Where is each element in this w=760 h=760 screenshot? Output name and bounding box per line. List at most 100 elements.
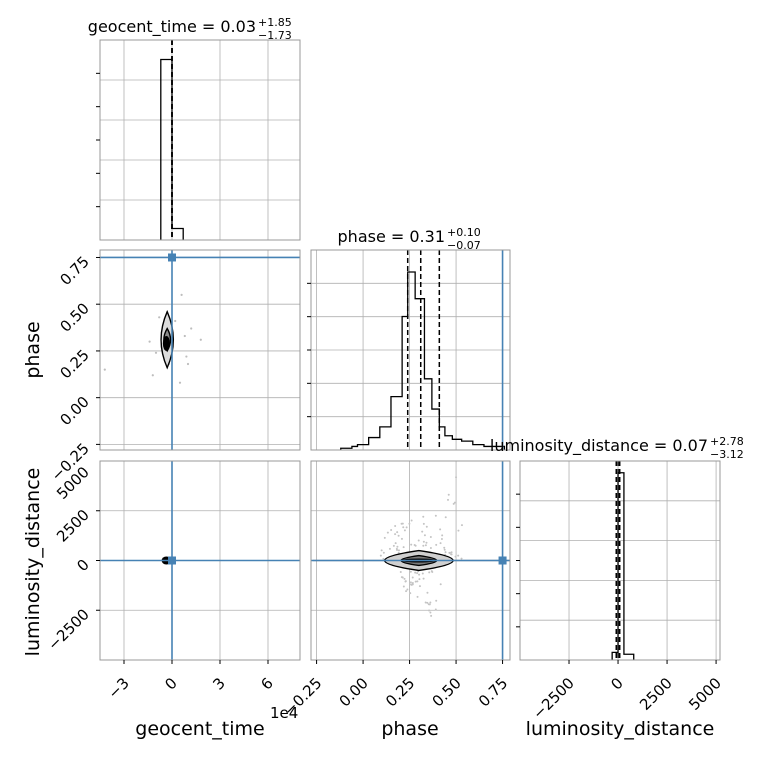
scatter-point-lp-95 [418, 573, 421, 576]
scatter-point-0 [103, 368, 106, 371]
scatter-point-8 [178, 381, 182, 384]
panel-frame-r0c0 [99, 39, 301, 241]
scatter-point-lp-45 [382, 557, 385, 560]
scatter-point-lp-57 [460, 524, 463, 527]
scatter-point-lp-49 [400, 576, 403, 579]
x-tick-label-phase-2: 0.25 [382, 674, 418, 710]
scatter-point-lp-17 [422, 544, 425, 547]
scatter-point-lp-42 [394, 525, 397, 528]
scatter-point-lp-43 [418, 578, 421, 581]
scatter-point-lp-71 [444, 551, 447, 554]
x-tick-label-phase-1: 0.00 [336, 674, 372, 710]
scatter-point-lp-123 [422, 522, 425, 525]
scatter-point-lp-14 [396, 545, 399, 548]
panel-title-lum: luminosity_distance = 0.07 +2.78−3.12 [490, 435, 744, 461]
x-tick-label-geocent-1: 0 [161, 674, 180, 693]
scatter-point-lp-81 [450, 551, 453, 554]
y-tick-label-lum-2: 2500 [53, 506, 93, 546]
x-tick-label-phase-4: 0.75 [475, 674, 511, 710]
scatter-point-lp-99 [427, 603, 430, 606]
y-tick-label-lum-1: 0 [73, 556, 92, 575]
scatter-point-lp-27 [439, 542, 442, 545]
scatter-point-lp-63 [410, 519, 413, 522]
scatter-point-lp-114 [446, 498, 449, 501]
x-tick-label-lum-1: 0 [607, 674, 626, 693]
scatter-point-lp-119 [444, 516, 447, 519]
scatter-point-lp-107 [404, 580, 407, 583]
scatter-point-lp-111 [441, 534, 444, 537]
scatter-point-lp-132 [401, 522, 404, 525]
scatter-point-3 [183, 334, 186, 338]
panel-title-main-lum: luminosity_distance = 0.07 [490, 436, 708, 456]
scatter-point-lp-36 [422, 540, 425, 543]
scatter-point-lp-72 [409, 583, 412, 586]
scatter-point-lp-31 [395, 547, 398, 550]
luminosity-distance-histogram [611, 472, 635, 660]
frames-layer [96, 39, 721, 664]
scatter-point-lp-65 [455, 476, 458, 479]
scatter-point-lp-41 [402, 526, 405, 529]
scatter-point-lp-67 [439, 528, 442, 531]
scatter-point-lp-136 [394, 533, 397, 536]
scatter-point-lp-76 [408, 522, 411, 525]
scatter-point-2 [154, 351, 158, 354]
scatter-point-lp-118 [423, 534, 426, 537]
scatter-point-lp-16 [454, 555, 457, 558]
y-tick-label-phase-2: 0.25 [56, 346, 92, 382]
scatter-point-lp-33 [397, 549, 400, 552]
scatter-point-lp-15 [416, 595, 419, 598]
scatter-point-lp-110 [411, 576, 414, 579]
scatter-point-lp-62 [392, 544, 395, 547]
scatter-point-lp-139 [405, 526, 408, 529]
y-tick-label-phase-4: 0.75 [56, 253, 92, 289]
scatter-point-lp-124 [405, 590, 408, 593]
scatter-point-1 [148, 340, 151, 343]
scatter-point-4 [180, 293, 183, 296]
grid-layer [100, 40, 720, 660]
x-tick-label-lum-0: −2500 [529, 674, 578, 723]
scatter-point-lp-19 [424, 544, 427, 547]
truth-marker-lum-phase [498, 556, 507, 565]
scatter-point-lp-56 [453, 501, 456, 504]
scatter-point-lp-101 [447, 493, 450, 496]
scatter-point-lp-130 [413, 543, 416, 546]
scatter-point-lp-109 [396, 531, 399, 534]
scatter-point-lp-92 [406, 588, 409, 591]
scatter-point-9 [158, 316, 161, 319]
scatter-point-lp-74 [450, 553, 453, 556]
scatter-point-lp-5 [425, 541, 428, 544]
scatter-point-lp-29 [409, 581, 412, 584]
scatter-point-lp-12 [383, 536, 386, 539]
marks-layer [100, 40, 635, 660]
x-axis-label-lum: luminosity_distance [526, 718, 715, 740]
scatter-point-lp-13 [421, 572, 424, 575]
scatter-point-lp-93 [422, 577, 425, 580]
scatter-point-lp-117 [426, 591, 429, 594]
scatter-point-lp-6 [434, 608, 437, 611]
x-tick-label-geocent-2: 3 [209, 674, 228, 693]
scatter-point-10 [185, 355, 188, 358]
panel-title-sub-geocent: −1.73 [258, 29, 292, 42]
scatter-point-lp-103 [382, 551, 385, 554]
y-axis-label-phase: phase [22, 321, 44, 378]
scatter-point-lp-125 [397, 534, 400, 537]
x-offset-label-geocent: 1e4 [270, 704, 298, 722]
scatter-point-lp-83 [416, 572, 419, 575]
x-axis-label-geocent: geocent_time [135, 718, 264, 740]
panel-title-sup-phase: +0.10 [447, 226, 481, 239]
panel-title-sup-lum: +2.78 [710, 435, 744, 448]
scatter-point-lp-21 [457, 554, 460, 557]
scatter-point-lp-28 [380, 549, 383, 552]
panel-title-geocent: geocent_time = 0.03 +1.85−1.73 [88, 16, 292, 42]
scatter-point-lp-34 [422, 515, 425, 518]
panel-title-main-geocent: geocent_time = 0.03 [88, 17, 256, 37]
x-tick-label-geocent-3: 6 [257, 674, 276, 693]
scatter-point-lp-137 [410, 543, 413, 546]
y-tick-label-phase-3: 0.50 [56, 299, 92, 335]
scatter-point-lp-20 [403, 529, 406, 532]
y-axis-label-lum: luminosity_distance [22, 468, 44, 657]
density-core-phase-geocent [162, 335, 170, 351]
scatter-point-lp-85 [411, 582, 414, 585]
scatter-point-lp-89 [428, 571, 431, 574]
